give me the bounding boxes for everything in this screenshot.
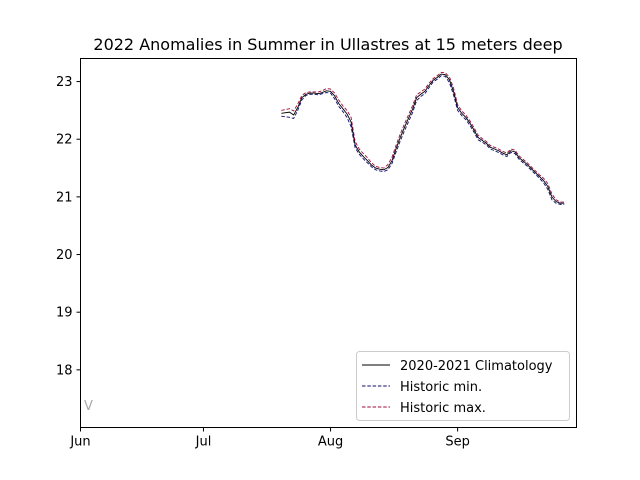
y-tick-label: 22: [56, 133, 73, 148]
series-layer: [281, 71, 565, 205]
plot-area: Jun Jul Aug Sep 18 19 20 21 22 23 V: [56, 58, 577, 450]
corner-mark: V: [84, 399, 93, 414]
legend-label-historic-max: Historic max.: [400, 401, 486, 416]
legend-item-climatology: 2020-2021 Climatology: [362, 359, 553, 374]
series-line-historic-max: [281, 71, 565, 203]
y-tick-label: 19: [56, 306, 73, 321]
y-tick-label: 21: [56, 190, 73, 205]
legend-item-historic-min: Historic min.: [362, 380, 482, 395]
x-tick-label: Jun: [69, 435, 90, 450]
x-tick-label: Sep: [445, 435, 470, 450]
y-tick-label: 20: [56, 248, 73, 263]
x-axis: Jun Jul Aug Sep: [69, 427, 470, 450]
legend-label-climatology: 2020-2021 Climatology: [400, 359, 553, 374]
legend-label-historic-min: Historic min.: [400, 380, 482, 395]
legend: 2020-2021 Climatology Historic min. Hist…: [356, 351, 570, 421]
legend-item-historic-max: Historic max.: [362, 401, 486, 416]
legend-box: [356, 351, 570, 421]
series-line-2020-2021-climatology: [281, 73, 565, 204]
chart-title: 2022 Anomalies in Summer in Ullastres at…: [93, 35, 562, 54]
x-tick-label: Jul: [195, 435, 212, 450]
x-tick-label: Aug: [318, 435, 343, 450]
y-tick-label: 23: [56, 75, 73, 90]
axes-frame: [80, 58, 577, 428]
y-tick-label: 18: [56, 363, 73, 378]
series-line-historic-min: [281, 75, 565, 205]
y-axis: 18 19 20 21 22 23: [56, 75, 81, 378]
